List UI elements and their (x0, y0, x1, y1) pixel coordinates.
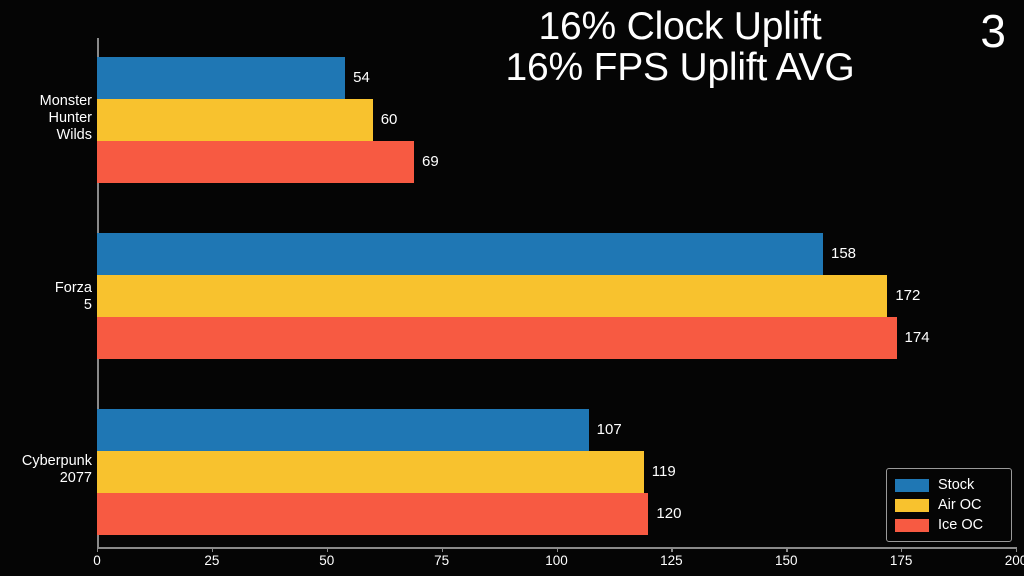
bar-value-label: 119 (651, 463, 676, 480)
bar (97, 451, 644, 493)
y-axis-category-label: Cyberpunk 2077 (21, 453, 92, 487)
chart-legend: Stock Air OC Ice OC (886, 468, 1012, 542)
bar-value-label: 174 (904, 329, 930, 346)
y-axis-tick-labels: Monster Hunter Wilds Forza 5 Cyberpunk 207… (0, 0, 92, 576)
x-axis-tick-mark (441, 547, 443, 552)
legend-item: Stock (895, 475, 1003, 495)
x-axis-tick-mark (1016, 547, 1018, 552)
slide-number: 3 (980, 5, 1006, 57)
bar (97, 233, 823, 275)
x-axis-tick-label: 100 (545, 553, 568, 568)
bar (97, 409, 589, 451)
legend-color-swatch (895, 518, 929, 532)
legend-color-swatch (895, 478, 929, 492)
x-axis-tick-mark (786, 547, 788, 552)
bar (97, 57, 346, 99)
x-axis-tick-mark (211, 547, 214, 552)
legend-label: Stock (938, 476, 975, 493)
bar-value-label: 54 (353, 69, 370, 86)
bar-value-label: 69 (422, 153, 439, 170)
x-axis-tick-mark (901, 547, 903, 552)
x-axis-tick-mark (97, 547, 99, 552)
bar (97, 493, 649, 535)
y-axis-category-label: Monster Hunter Wilds (39, 93, 92, 144)
chart-title: 16% Clock Uplift 16% FPS Uplift AVG (430, 6, 930, 89)
bar-value-label: 60 (380, 111, 398, 128)
x-axis-tick-mark (671, 547, 673, 552)
bar-value-label: 107 (596, 421, 622, 438)
bar (97, 99, 373, 141)
y-axis-category-label: Forza 5 (54, 280, 92, 314)
bar-value-label: 172 (895, 287, 921, 304)
x-axis-tick-label: 25 (204, 553, 220, 568)
bar-value-label: 158 (831, 245, 857, 262)
x-axis-tick-label: 150 (774, 553, 798, 568)
x-axis-tick-label: 200 (1004, 553, 1024, 568)
x-axis-tick-label: 125 (660, 553, 683, 568)
x-axis-tick-label: 0 (93, 553, 101, 568)
title-line-2: 16% FPS Uplift AVG (505, 46, 855, 90)
legend-label: Air OC (938, 496, 982, 513)
x-axis-tick-label: 50 (319, 553, 335, 568)
title-line-1: 16% Clock Uplift (538, 5, 822, 48)
legend-color-swatch (895, 498, 929, 512)
bar-value-label: 120 (656, 505, 682, 522)
bar (97, 275, 888, 317)
x-axis-tick-mark (556, 547, 558, 552)
x-axis-tick-mark (326, 547, 329, 552)
legend-label: Ice OC (938, 516, 984, 533)
bar (97, 317, 897, 359)
x-axis-tick-label: 175 (889, 553, 913, 568)
legend-item: Ice OC (895, 515, 1003, 535)
legend-item: Air OC (895, 495, 1003, 515)
bar (97, 141, 415, 183)
x-axis-tick-label: 75 (434, 553, 450, 568)
